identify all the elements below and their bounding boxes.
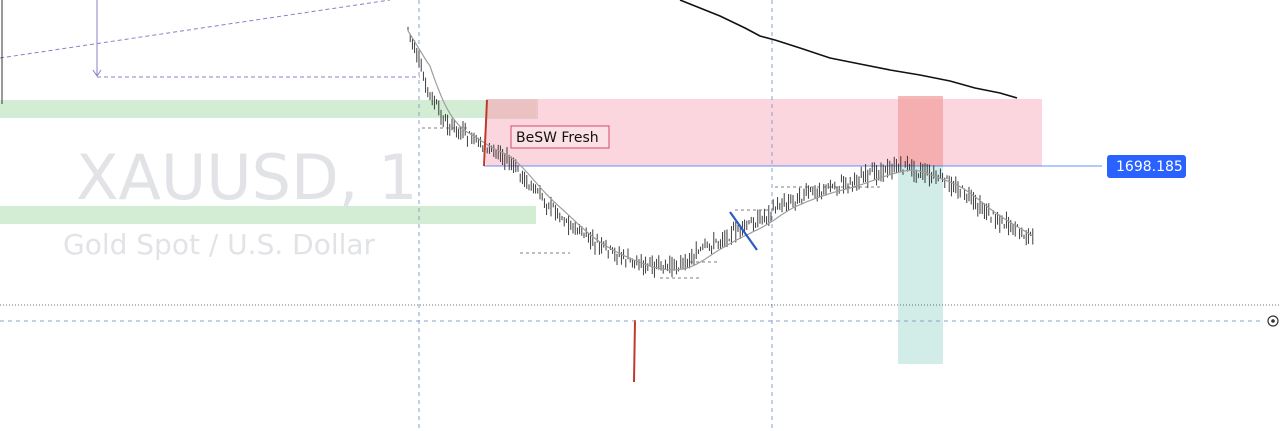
watermark-description: Gold Spot / U.S. Dollar bbox=[63, 228, 376, 261]
zone-label-text: BeSW Fresh bbox=[516, 130, 599, 146]
blue-trend-line[interactable] bbox=[729, 211, 758, 251]
arrow-marker-head bbox=[92, 69, 102, 77]
structure-lines bbox=[422, 127, 880, 279]
ma-fast-line bbox=[407, 30, 1034, 271]
price-tag-value: 1698.185 bbox=[1116, 159, 1183, 175]
ma-slow-line bbox=[679, 0, 1018, 99]
position-target-box bbox=[898, 166, 943, 364]
demand-zone-upper bbox=[0, 100, 536, 118]
position-stop-box bbox=[898, 96, 943, 166]
watermark-symbol: XAUUSD, 1 bbox=[76, 141, 418, 214]
price-tag[interactable] bbox=[1107, 155, 1186, 178]
zone-label-box[interactable] bbox=[510, 125, 610, 149]
red-mark-2 bbox=[633, 319, 636, 383]
trend-line-dashed[interactable] bbox=[0, 0, 391, 59]
demand-zone-lower bbox=[0, 206, 536, 224]
supply-zone-shade bbox=[486, 99, 538, 119]
red-mark-1 bbox=[483, 99, 488, 167]
crosshair-handle-dot bbox=[1271, 319, 1275, 323]
